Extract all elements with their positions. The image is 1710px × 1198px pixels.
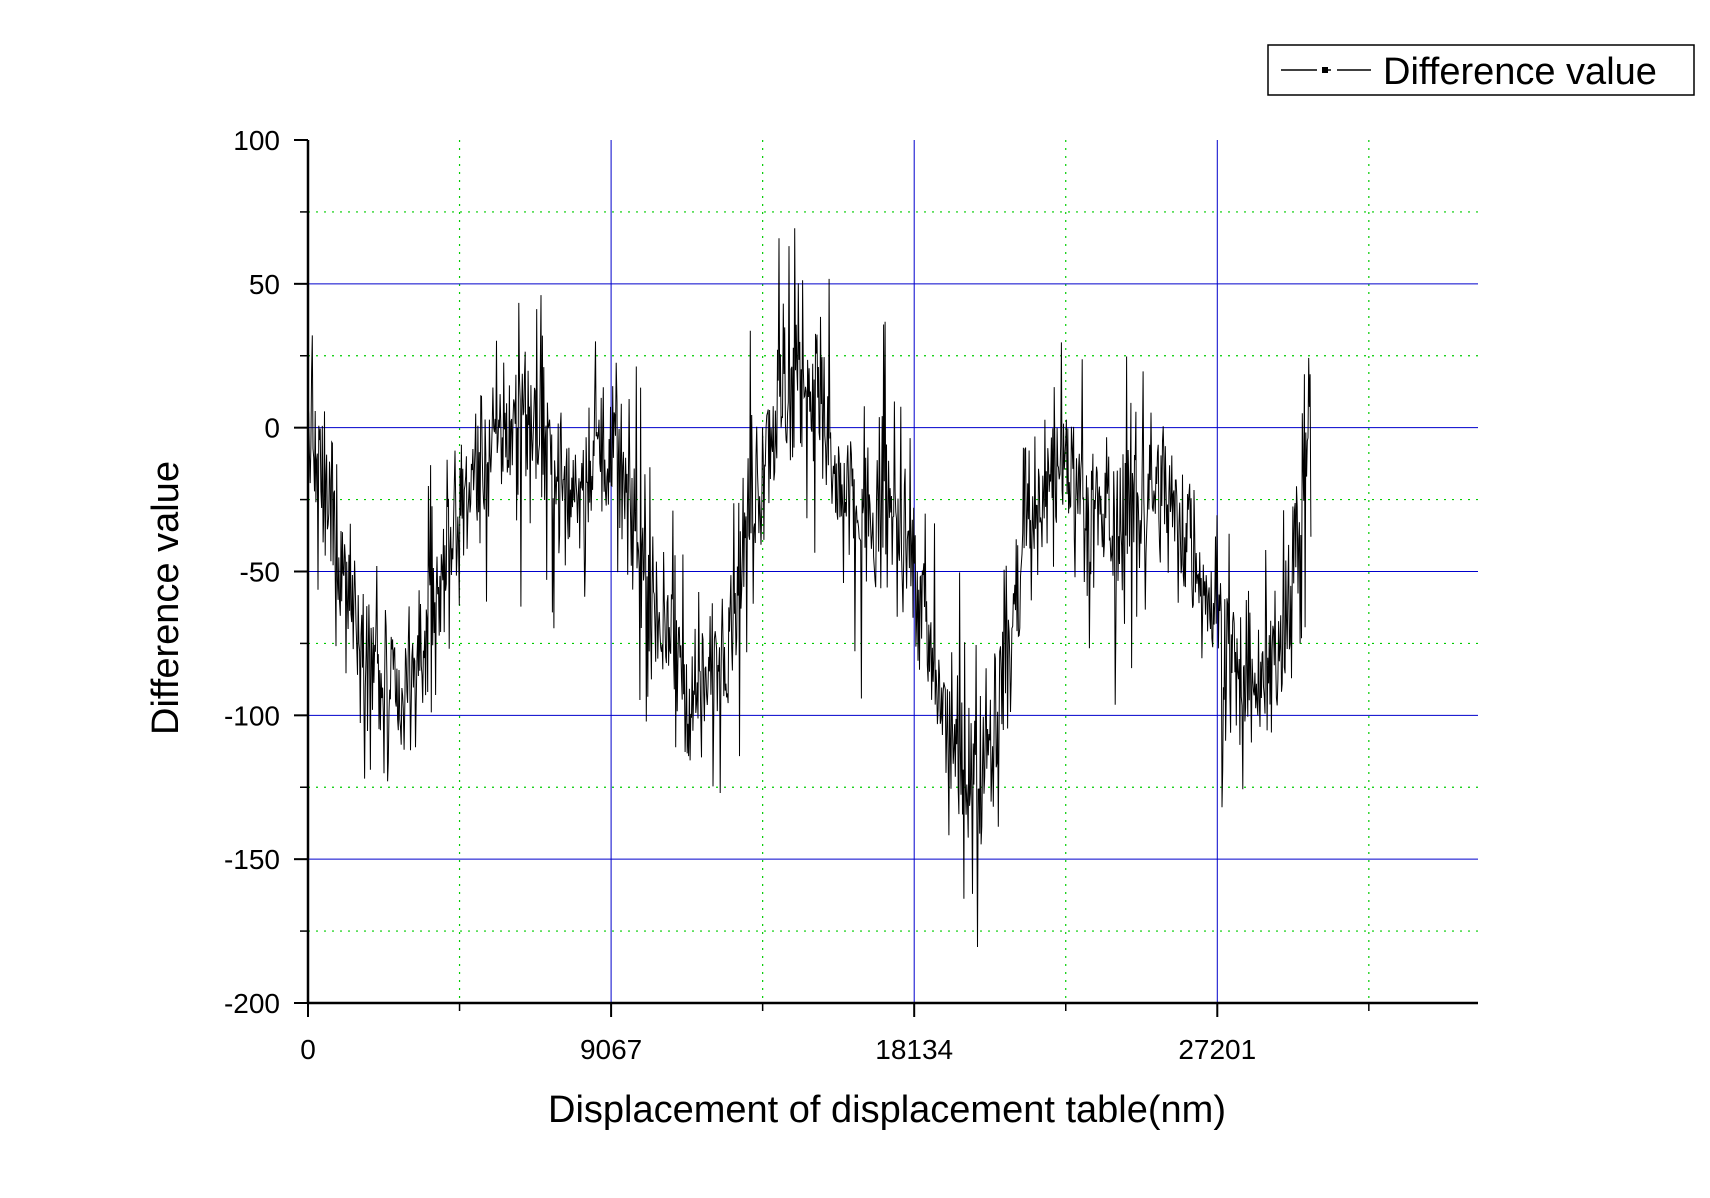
x-tick-label: 27201: [1178, 1034, 1256, 1065]
y-tick-labels: -200 -150 -100 -50 0 50 100: [224, 125, 280, 1019]
x-tick-label: 9067: [580, 1034, 642, 1065]
difference-value-series-line: [307, 228, 1312, 948]
x-tick-label: 18134: [875, 1034, 953, 1065]
legend: Difference value: [1267, 44, 1695, 96]
minor-grid: [308, 140, 1478, 1003]
legend-marker-icon: [1322, 67, 1328, 73]
x-tick-labels: 0 9067 18134 27201: [300, 1034, 1256, 1065]
axes: [294, 139, 1478, 1017]
y-tick-label: 50: [249, 269, 280, 300]
y-tick-label: -50: [240, 557, 280, 588]
y-axis-title: Difference value: [145, 461, 187, 735]
y-tick-label: -200: [224, 988, 280, 1019]
legend-label: Difference value: [1383, 51, 1657, 93]
y-tick-label: 100: [233, 125, 280, 156]
y-tick-label: -150: [224, 844, 280, 875]
x-axis-title: Displacement of displacement table(nm): [548, 1089, 1226, 1131]
y-tick-label: 0: [264, 413, 280, 444]
x-tick-label: 0: [300, 1034, 316, 1065]
major-grid: [308, 140, 1478, 1003]
y-tick-label: -100: [224, 700, 280, 731]
